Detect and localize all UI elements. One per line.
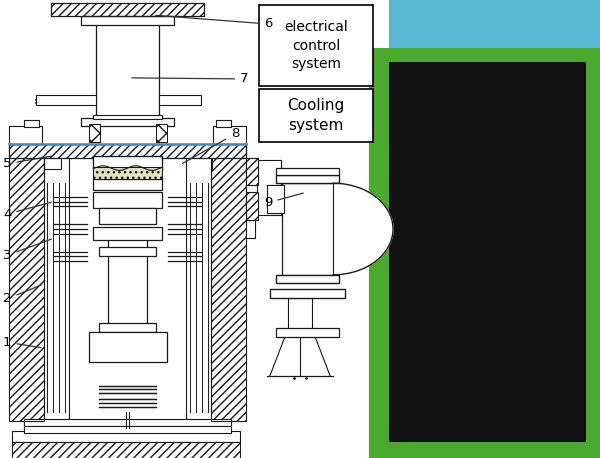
Text: 5: 5 bbox=[3, 156, 51, 170]
Bar bbox=[89, 124, 100, 142]
Bar bbox=[246, 192, 258, 220]
Bar bbox=[276, 168, 339, 175]
Bar bbox=[270, 289, 345, 298]
Bar bbox=[159, 95, 201, 105]
Bar bbox=[246, 220, 255, 238]
Bar bbox=[24, 426, 231, 433]
Bar bbox=[246, 158, 258, 185]
Bar bbox=[211, 147, 246, 421]
Bar bbox=[276, 175, 339, 183]
Bar bbox=[81, 16, 174, 25]
Bar bbox=[99, 323, 156, 332]
Text: 6: 6 bbox=[156, 15, 272, 31]
Bar bbox=[44, 147, 61, 169]
Bar bbox=[93, 179, 162, 190]
Bar bbox=[51, 3, 204, 16]
Bar bbox=[108, 238, 147, 330]
Bar bbox=[9, 147, 44, 421]
Text: electrical
control
system: electrical control system bbox=[284, 20, 348, 71]
Bar bbox=[156, 124, 167, 142]
Polygon shape bbox=[333, 183, 393, 275]
Text: 3: 3 bbox=[3, 239, 52, 262]
Bar bbox=[9, 144, 246, 158]
Bar bbox=[24, 120, 39, 127]
Bar bbox=[257, 160, 281, 215]
Bar bbox=[24, 421, 228, 431]
Text: 8: 8 bbox=[182, 127, 239, 164]
Bar bbox=[93, 227, 162, 240]
Bar bbox=[267, 185, 284, 213]
Bar bbox=[81, 118, 174, 126]
Bar bbox=[246, 158, 258, 185]
Bar bbox=[276, 275, 339, 283]
Bar bbox=[93, 192, 162, 208]
Bar bbox=[51, 3, 204, 16]
Bar bbox=[211, 147, 246, 421]
Bar bbox=[156, 124, 167, 142]
Bar bbox=[186, 156, 211, 421]
Bar bbox=[276, 328, 339, 337]
Bar bbox=[93, 115, 162, 119]
Bar bbox=[93, 156, 162, 169]
Bar bbox=[213, 126, 246, 144]
Text: 4: 4 bbox=[3, 202, 52, 221]
Bar bbox=[288, 298, 312, 330]
Bar bbox=[9, 147, 44, 421]
Text: 7: 7 bbox=[132, 72, 248, 86]
Bar bbox=[195, 147, 212, 169]
Bar bbox=[12, 431, 240, 442]
FancyBboxPatch shape bbox=[259, 5, 373, 86]
Bar bbox=[96, 16, 159, 119]
Bar bbox=[389, 0, 600, 62]
Bar bbox=[44, 156, 69, 421]
Bar bbox=[216, 120, 231, 127]
Bar bbox=[93, 167, 162, 179]
Text: Cooling
system: Cooling system bbox=[287, 98, 345, 133]
Bar bbox=[24, 419, 231, 426]
Bar bbox=[99, 208, 156, 224]
Bar bbox=[369, 48, 600, 458]
FancyBboxPatch shape bbox=[259, 89, 373, 142]
Bar bbox=[389, 62, 586, 442]
Bar bbox=[282, 183, 333, 275]
Bar bbox=[9, 126, 42, 144]
Bar bbox=[36, 95, 96, 105]
Text: 2: 2 bbox=[3, 285, 41, 305]
Bar bbox=[44, 147, 61, 169]
Bar bbox=[246, 192, 258, 220]
Bar bbox=[12, 442, 240, 458]
Text: 1: 1 bbox=[3, 336, 41, 349]
Bar bbox=[9, 144, 246, 158]
Bar bbox=[89, 124, 100, 142]
Text: 9: 9 bbox=[264, 193, 304, 209]
Bar bbox=[89, 332, 167, 362]
Bar bbox=[99, 247, 156, 256]
